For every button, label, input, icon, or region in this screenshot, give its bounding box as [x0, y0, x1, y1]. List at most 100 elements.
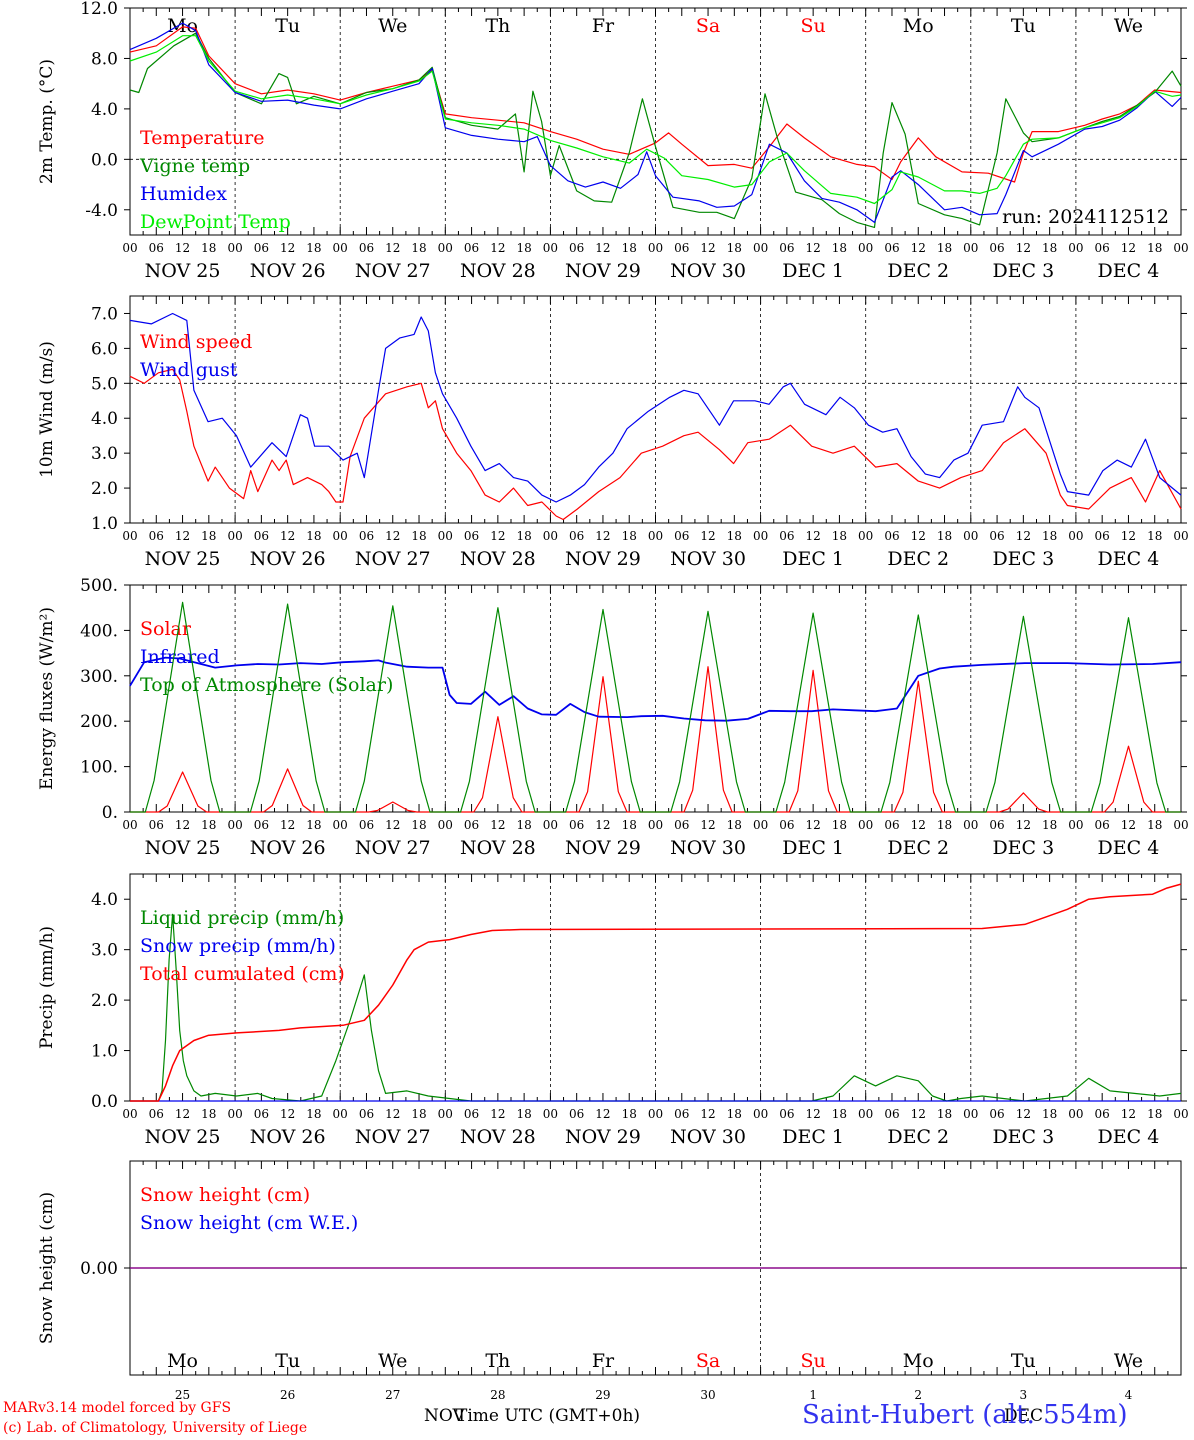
energy-ytick-label: 100.	[80, 758, 118, 778]
temp-hour-label: 06	[464, 241, 479, 255]
snow-day-number: 27	[385, 1388, 400, 1402]
wind-day-label: NOV 27	[355, 548, 431, 570]
precip-hour-label: 00	[543, 1107, 558, 1121]
energy-day-label: NOV 28	[460, 837, 536, 859]
precip-hour-label: 06	[989, 1107, 1004, 1121]
snow-day-number: 2	[914, 1388, 922, 1402]
energy-hour-label: 06	[1095, 818, 1110, 832]
temp-legend-item: Humidex	[140, 183, 227, 205]
snow-day-number: 29	[595, 1388, 610, 1402]
precip-hour-label: 06	[569, 1107, 584, 1121]
temp-ytick-label: 0.0	[91, 150, 118, 170]
wind-hour-label: 06	[989, 529, 1004, 543]
temp-day-label: NOV 30	[670, 260, 746, 282]
precip-day-label: NOV 26	[250, 1126, 326, 1148]
temp-weekday-label: Mo	[167, 15, 198, 37]
energy-hour-label: 18	[306, 818, 321, 832]
precip-hour-label: 06	[149, 1107, 164, 1121]
temp-day-label: NOV 28	[460, 260, 536, 282]
snow-weekday-label: We	[378, 1350, 407, 1372]
energy-hour-label-last: 00	[1173, 818, 1188, 832]
precip-hour-label: 18	[411, 1107, 426, 1121]
wind-hour-label: 06	[779, 529, 794, 543]
energy-hour-label: 00	[227, 818, 242, 832]
precip-hour-label: 00	[227, 1107, 242, 1121]
temp-legend-item: DewPoint Temp	[140, 211, 291, 233]
temp-hour-label: 00	[858, 241, 873, 255]
precip-hour-label: 18	[937, 1107, 952, 1121]
precip-series-total-cumulated-cm-	[130, 883, 1182, 1102]
temp-hour-label: 06	[359, 241, 374, 255]
precip-day-label: DEC 2	[887, 1126, 949, 1148]
wind-hour-label: 06	[149, 529, 164, 543]
wind-hour-label: 18	[937, 529, 952, 543]
wind-hour-label: 12	[280, 529, 295, 543]
snow-weekday-label: Tu	[275, 1350, 300, 1372]
energy-legend-item: Top of Atmosphere (Solar)	[140, 674, 393, 696]
wind-series-wind-speed	[129, 368, 1182, 521]
wind-day-label: DEC 1	[782, 548, 844, 570]
energy-hour-label: 12	[1016, 818, 1031, 832]
energy-ytick-label: 400.	[80, 621, 118, 641]
wind-legend-item: Wind gust	[140, 359, 238, 381]
energy-hour-label: 06	[569, 818, 584, 832]
precip-ytick-label: 1.0	[91, 1042, 118, 1062]
wind-hour-label: 18	[1147, 529, 1162, 543]
energy-hour-label: 12	[175, 818, 190, 832]
temp-day-label: NOV 27	[355, 260, 431, 282]
energy-hour-label: 06	[149, 818, 164, 832]
precip-ytick-label: 2.0	[91, 991, 118, 1011]
energy-hour-label: 18	[622, 818, 637, 832]
wind-ylabel: 10m Wind (m/s)	[37, 341, 57, 478]
wind-day-label: NOV 25	[145, 548, 221, 570]
precip-hour-label: 00	[1068, 1107, 1083, 1121]
temp-hour-label: 06	[779, 241, 794, 255]
wind-hour-label: 18	[1042, 529, 1057, 543]
energy-day-label: NOV 30	[670, 837, 746, 859]
temp-ytick-label: 4.0	[91, 100, 118, 120]
wind-hour-label: 00	[543, 529, 558, 543]
temp-day-label: DEC 3	[992, 260, 1054, 282]
wind-day-label: NOV 28	[460, 548, 536, 570]
energy-hour-label: 00	[753, 818, 768, 832]
snow-weekday-label: Su	[801, 1350, 826, 1372]
temp-hour-label: 12	[385, 241, 400, 255]
temp-legend-item: Vigne temp	[139, 155, 250, 177]
energy-day-label: DEC 1	[782, 837, 844, 859]
energy-ytick-label: 200.	[80, 712, 118, 732]
snow-legend-item: Snow height (cm)	[140, 1184, 310, 1206]
precip-hour-label: 06	[779, 1107, 794, 1121]
temp-hour-label: 12	[911, 241, 926, 255]
energy-hour-label: 18	[727, 818, 742, 832]
wind-hour-label: 18	[727, 529, 742, 543]
temp-day-label: DEC 4	[1098, 260, 1160, 282]
temp-ylabel: 2m Temp. (°C)	[37, 59, 57, 184]
temp-series-temperature	[129, 26, 1182, 183]
energy-hour-label: 00	[648, 818, 663, 832]
energy-hour-label: 06	[884, 818, 899, 832]
energy-hour-label: 18	[201, 818, 216, 832]
precip-hour-label: 00	[963, 1107, 978, 1121]
temp-day-label: DEC 1	[782, 260, 844, 282]
precip-hour-label: 12	[385, 1107, 400, 1121]
temp-hour-label: 06	[1095, 241, 1110, 255]
temp-hour-label: 00	[543, 241, 558, 255]
wind-hour-label: 12	[595, 529, 610, 543]
energy-hour-label: 12	[806, 818, 821, 832]
temp-hour-label: 18	[937, 241, 952, 255]
precip-hour-label: 06	[254, 1107, 269, 1121]
precip-hour-label: 12	[700, 1107, 715, 1121]
precip-legend-item: Total cumulated (cm)	[140, 963, 345, 985]
snow-ylabel: Snow height (cm)	[37, 1192, 57, 1344]
precip-ytick-label: 0.0	[91, 1092, 118, 1112]
temp-hour-label: 12	[1121, 241, 1136, 255]
precip-day-label: NOV 27	[355, 1126, 431, 1148]
precip-hour-label: 12	[911, 1107, 926, 1121]
precip-hour-label: 12	[1016, 1107, 1031, 1121]
snow-weekday-label: Mo	[903, 1350, 934, 1372]
precip-hour-label: 12	[490, 1107, 505, 1121]
temp-weekday-label: Sa	[696, 15, 720, 37]
energy-hour-label: 18	[937, 818, 952, 832]
energy-hour-label: 06	[989, 818, 1004, 832]
wind-hour-label: 12	[175, 529, 190, 543]
